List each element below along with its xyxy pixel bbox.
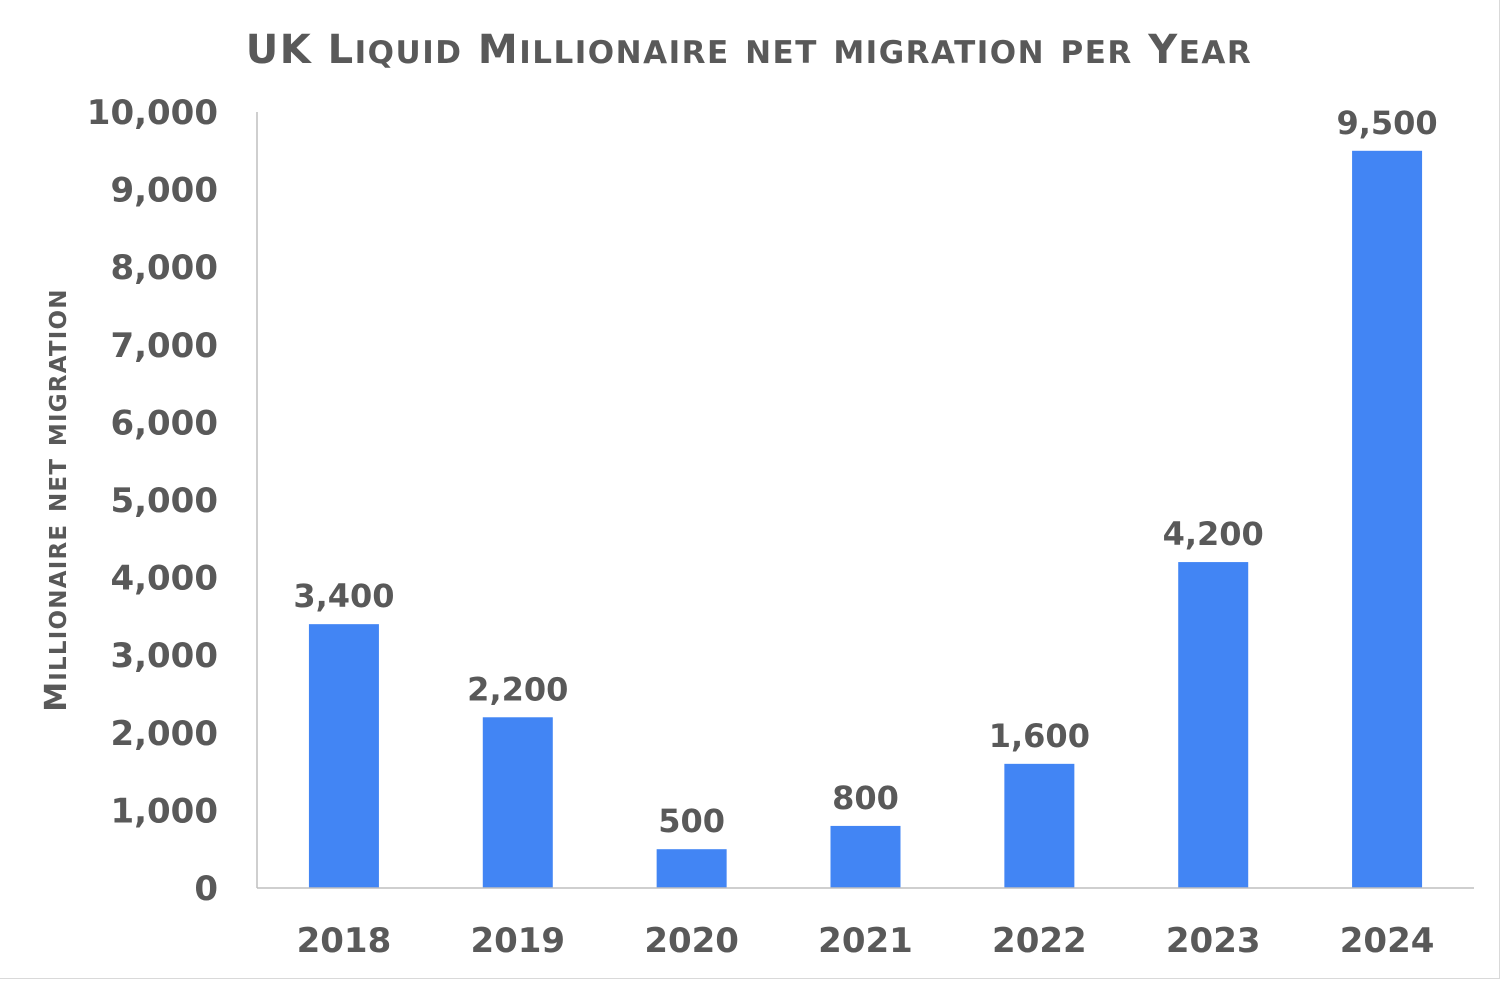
bar bbox=[1004, 763, 1075, 888]
bar bbox=[482, 717, 553, 888]
x-tick-label: 2019 bbox=[470, 921, 565, 961]
y-tick-label: 4,000 bbox=[110, 559, 218, 599]
data-labels: 3,400 2,200 500 800 1,600 4,200 9,500 bbox=[293, 104, 1437, 840]
bar-value-label: 500 bbox=[658, 802, 725, 840]
y-tick-label: 2,000 bbox=[110, 714, 218, 754]
y-tick-label: 0 bbox=[194, 869, 218, 909]
x-tick-label: 2024 bbox=[1340, 921, 1435, 961]
y-axis-label: MILLIONAIRE NET MIGRATION bbox=[39, 288, 74, 712]
chart-title: UK LIQUID MILLIONAIRE NET MIGRATION PER … bbox=[246, 27, 1252, 73]
bar bbox=[308, 624, 379, 888]
y-tick-label: 1,000 bbox=[110, 791, 218, 831]
bar-value-label: 2,200 bbox=[467, 670, 568, 708]
bar-value-label: 4,200 bbox=[1163, 515, 1264, 553]
x-tick-label: 2022 bbox=[992, 921, 1087, 961]
bar-value-label: 3,400 bbox=[293, 577, 394, 615]
x-tick-label: 2018 bbox=[297, 921, 392, 961]
bar bbox=[1352, 150, 1423, 889]
bar bbox=[1178, 562, 1249, 888]
bar bbox=[656, 849, 727, 888]
y-tick-labels: 0 1,000 2,000 3,000 4,000 5,000 6,000 7,000 8,00… bbox=[87, 93, 218, 909]
bar-value-label: 800 bbox=[832, 779, 899, 817]
bar-value-label: 9,500 bbox=[1336, 104, 1437, 142]
y-tick-label: 8,000 bbox=[110, 248, 218, 288]
bar-value-label: 1,600 bbox=[989, 717, 1090, 755]
bar bbox=[830, 825, 901, 888]
y-tick-label: 9,000 bbox=[110, 171, 218, 211]
y-tick-label: 6,000 bbox=[110, 403, 218, 443]
bars bbox=[308, 150, 1423, 889]
x-tick-label: 2023 bbox=[1166, 921, 1261, 961]
y-tick-label: 7,000 bbox=[110, 326, 218, 366]
x-tick-labels: 2018 2019 2020 2021 2022 2023 2024 bbox=[297, 921, 1435, 961]
y-tick-label: 5,000 bbox=[110, 481, 218, 521]
y-tick-label: 3,000 bbox=[110, 636, 218, 676]
x-tick-label: 2021 bbox=[818, 921, 913, 961]
x-tick-label: 2020 bbox=[644, 921, 739, 961]
y-tick-label: 10,000 bbox=[87, 93, 218, 133]
